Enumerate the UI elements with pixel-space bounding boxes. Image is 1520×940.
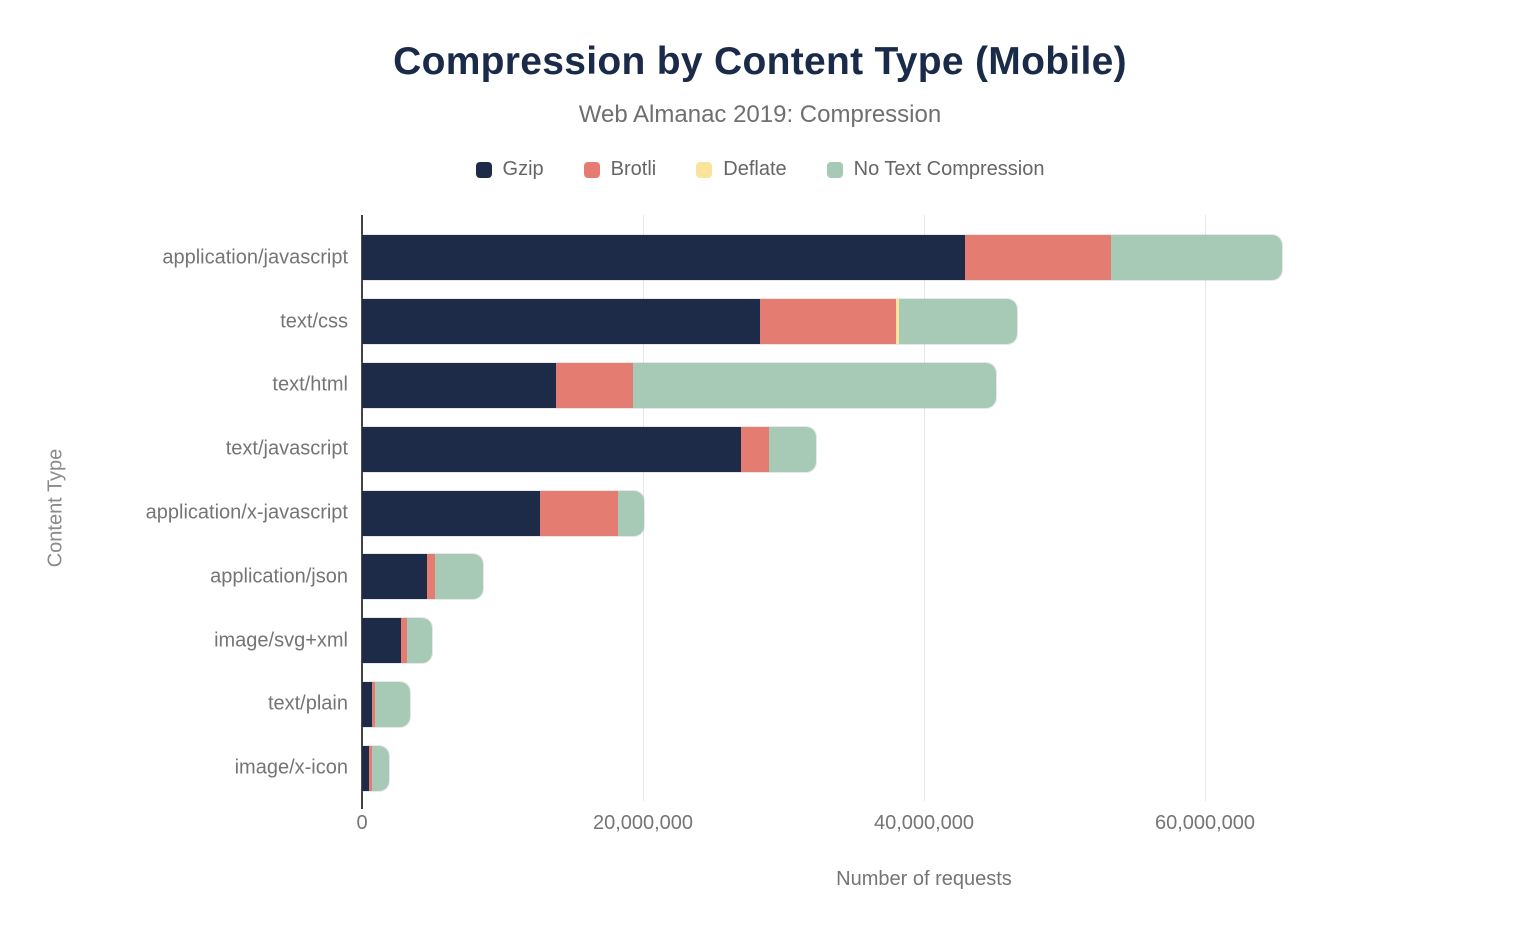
bar-segment-gzip[interactable]: [362, 745, 370, 791]
chart-title: Compression by Content Type (Mobile): [393, 40, 1127, 83]
bar-segment-gzip[interactable]: [362, 362, 556, 408]
bar-segment-gzip[interactable]: [362, 618, 402, 664]
plot-area: application/javascript text/css text/html t…: [146, 215, 1486, 809]
bar-segment-no-text-compression[interactable]: [435, 554, 483, 600]
chart-row-application-x-javascript: application/x-javascript: [146, 481, 1486, 545]
category-label: application/x-javascript: [145, 501, 348, 524]
category-label: application/json: [210, 565, 348, 588]
bar-segment-brotli[interactable]: [401, 618, 407, 664]
bar-text-javascript: [362, 426, 816, 472]
chart-row-text-javascript: text/javascript: [226, 417, 1486, 481]
bar-segment-no-text-compression[interactable]: [374, 681, 410, 727]
bar-application-json: [362, 554, 483, 600]
legend-swatch-deflate: [696, 161, 713, 178]
bar-segment-brotli[interactable]: [371, 681, 375, 727]
bar-segment-gzip[interactable]: [362, 554, 427, 600]
bar-image-x-icon: [362, 745, 389, 791]
legend-label: Brotli: [610, 158, 657, 180]
bar-segment-brotli[interactable]: [426, 554, 436, 600]
bar-segment-no-text-compression[interactable]: [406, 618, 433, 664]
legend-item-brotli[interactable]: Brotli: [583, 158, 657, 181]
bar-segment-no-text-compression[interactable]: [633, 362, 996, 408]
x-tick-label: 40,000,000: [873, 812, 975, 834]
bar-application-x-javascript: [362, 490, 645, 536]
gridline: [1205, 215, 1206, 801]
legend-swatch-no-text-compression: [826, 161, 843, 178]
legend-label: Gzip: [502, 158, 544, 180]
category-label: image/svg+xml: [214, 629, 348, 652]
category-label: application/javascript: [162, 246, 348, 269]
bar-text-css: [362, 299, 1017, 345]
bar-segment-brotli[interactable]: [369, 745, 372, 791]
chart-row-text-css: text/css: [280, 290, 1486, 354]
category-label: image/x-icon: [234, 756, 348, 779]
legend: Gzip Brotli Deflate No Text Compression: [0, 158, 1520, 181]
bar-segment-brotli[interactable]: [964, 235, 1111, 281]
x-axis-title: Number of requests: [836, 868, 1012, 890]
bar-segment-gzip[interactable]: [362, 299, 760, 345]
legend-label: Deflate: [723, 158, 787, 180]
category-label: text/html: [272, 373, 348, 396]
bar-image-svg-xml: [362, 618, 433, 664]
bar-segment-no-text-compression[interactable]: [1110, 235, 1283, 281]
gridline: [924, 215, 925, 801]
category-label: text/css: [280, 310, 348, 333]
bar-segment-no-text-compression[interactable]: [371, 745, 389, 791]
chart-row-application-javascript: application/javascript: [162, 226, 1486, 290]
legend-swatch-brotli: [583, 161, 600, 178]
legend-swatch-gzip: [475, 161, 492, 178]
chart-row-image-svg-xml: image/svg+xml: [214, 609, 1486, 673]
bar-segment-gzip[interactable]: [362, 490, 541, 536]
x-axis-ticks: 0 20,000,000 40,000,000 60,000,000: [356, 812, 1486, 840]
category-label: text/plain: [267, 692, 348, 715]
bar-segment-no-text-compression[interactable]: [898, 299, 1017, 345]
legend-item-deflate[interactable]: Deflate: [696, 158, 787, 181]
bar-segment-brotli[interactable]: [540, 490, 618, 536]
bar-segment-gzip[interactable]: [362, 235, 965, 281]
legend-item-gzip[interactable]: Gzip: [475, 158, 544, 181]
x-tick-label: 0: [356, 812, 368, 834]
bar-segment-brotli[interactable]: [741, 426, 770, 472]
bar-text-plain: [362, 681, 410, 727]
category-label: text/javascript: [225, 437, 348, 460]
chart-row-image-x-icon: image/x-icon: [235, 736, 1486, 800]
chart-row-application-json: application/json: [210, 545, 1486, 609]
bar-segment-brotli[interactable]: [759, 299, 896, 345]
bar-segment-no-text-compression[interactable]: [617, 490, 645, 536]
x-tick-label: 20,000,000: [592, 812, 694, 834]
chart-row-text-plain: text/plain: [268, 673, 1486, 737]
legend-label: No Text Compression: [853, 158, 1045, 180]
legend-item-no-text-compression[interactable]: No Text Compression: [826, 158, 1045, 181]
bar-segment-gzip[interactable]: [362, 681, 372, 727]
chart-row-text-html: text/html: [272, 354, 1486, 418]
bar-text-html: [362, 362, 996, 408]
y-axis-title: Content Type: [44, 448, 67, 568]
x-tick-label: 60,000,000: [1154, 812, 1256, 834]
bar-segment-brotli[interactable]: [555, 362, 634, 408]
bar-segment-deflate[interactable]: [895, 299, 899, 345]
chart-subtitle: Web Almanac 2019: Compression: [578, 101, 942, 128]
bar-segment-no-text-compression[interactable]: [769, 426, 816, 472]
bar-segment-gzip[interactable]: [362, 426, 742, 472]
bar-application-javascript: [362, 235, 1283, 281]
